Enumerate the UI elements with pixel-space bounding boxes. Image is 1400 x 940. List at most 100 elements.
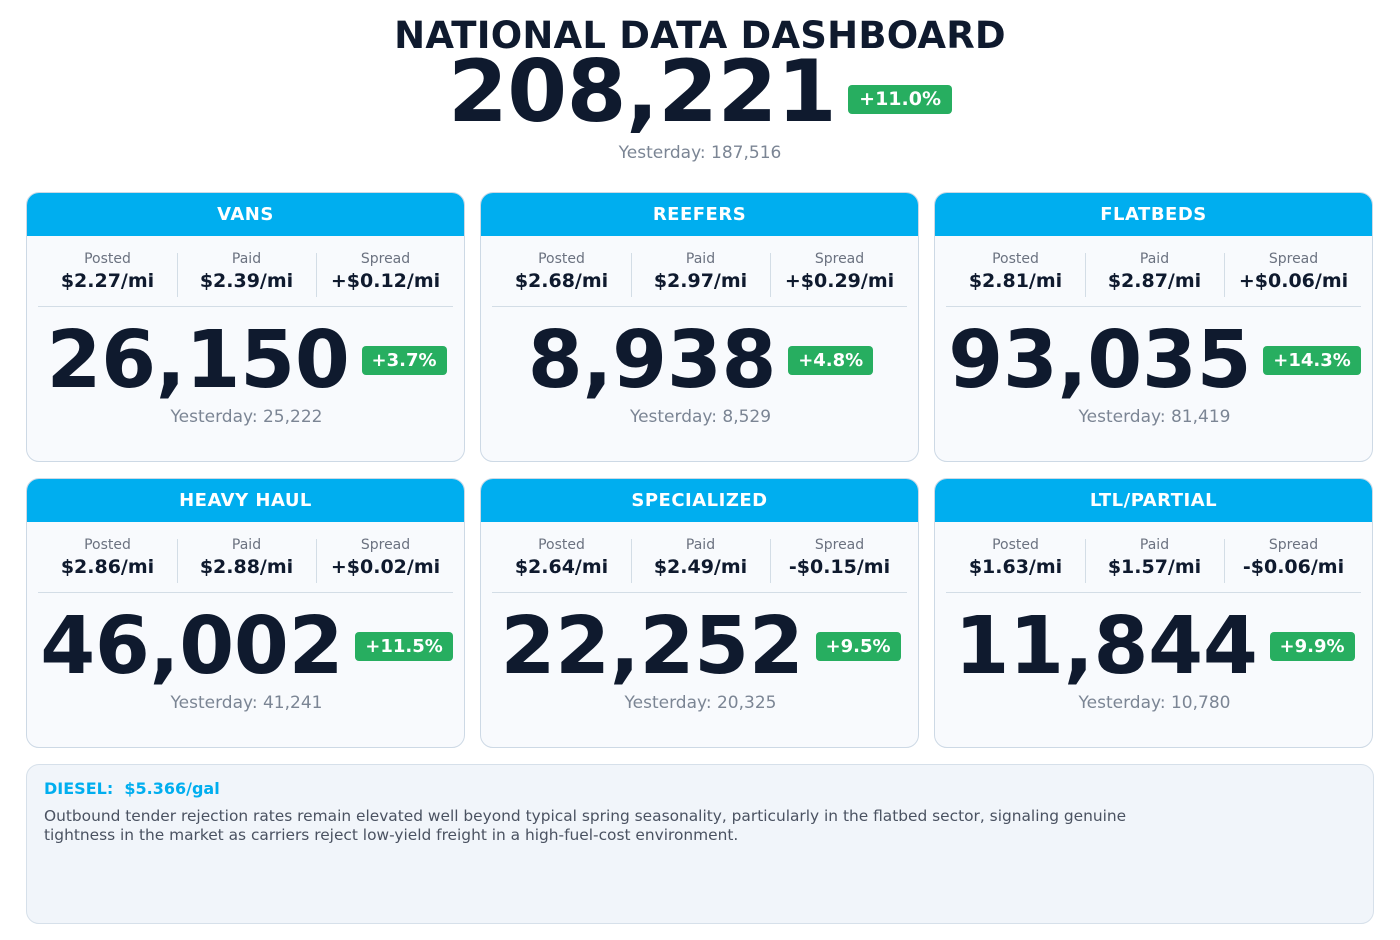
yesterday-count: Yesterday: 8,529	[629, 407, 772, 427]
card-title: HEAVY HAUL	[27, 479, 464, 522]
rate-value: $1.63/mi	[968, 556, 1063, 578]
divider	[946, 592, 1361, 593]
page-title: NATIONAL DATA DASHBOARD	[394, 14, 1006, 57]
rate-value: $2.49/mi	[653, 556, 748, 578]
rate-paid: Paid $2.49/mi	[631, 537, 770, 583]
market-commentary: Outbound tender rejection rates remain e…	[44, 807, 1127, 844]
rate-posted: Posted $2.64/mi	[492, 537, 631, 583]
rate-spread: Spread -$0.15/mi	[770, 537, 909, 583]
rate-posted: Posted $2.27/mi	[38, 251, 177, 297]
total-change-badge: +11.0%	[848, 84, 953, 114]
load-count: 93,035	[948, 314, 1252, 406]
rate-label: Paid	[685, 251, 716, 267]
rate-label: Paid	[231, 251, 262, 267]
rate-paid: Paid $1.57/mi	[1085, 537, 1224, 583]
count-row: 8,938 +4.8%	[481, 314, 918, 406]
rates-row: Posted $1.63/mi Paid $1.57/mi Spread -$0…	[946, 537, 1363, 583]
card-title: FLATBEDS	[935, 193, 1372, 236]
rates-row: Posted $2.64/mi Paid $2.49/mi Spread -$0…	[492, 537, 909, 583]
rate-value: +$0.29/mi	[784, 270, 895, 292]
rate-label: Spread	[360, 537, 411, 553]
card-vans: VANS Posted $2.27/mi Paid $2.39/mi Sprea…	[26, 192, 465, 462]
rate-spread: Spread +$0.29/mi	[770, 251, 909, 297]
yesterday-count: Yesterday: 20,325	[624, 693, 777, 713]
rate-label: Paid	[1139, 251, 1170, 267]
count-row: 93,035 +14.3%	[935, 314, 1372, 406]
rate-value: $2.88/mi	[199, 556, 294, 578]
divider	[492, 306, 907, 307]
rate-paid: Paid $2.88/mi	[177, 537, 316, 583]
card-title: REEFERS	[481, 193, 918, 236]
rate-value: $2.68/mi	[514, 270, 609, 292]
market-notes-panel: DIESEL: $5.366/gal Outbound tender rejec…	[26, 764, 1374, 924]
count-row: 46,002 +11.5%	[27, 604, 464, 688]
card-reefers: REEFERS Posted $2.68/mi Paid $2.97/mi Sp…	[480, 192, 919, 462]
rate-value: $2.86/mi	[60, 556, 155, 578]
rate-spread: Spread +$0.02/mi	[316, 537, 455, 583]
diesel-price: DIESEL: $5.366/gal	[44, 779, 220, 798]
rate-value: $2.81/mi	[968, 270, 1063, 292]
rate-spread: Spread +$0.06/mi	[1224, 251, 1363, 297]
rate-value: $2.97/mi	[653, 270, 748, 292]
rate-value: $2.87/mi	[1107, 270, 1202, 292]
change-badge: +14.3%	[1263, 345, 1361, 375]
rate-label: Spread	[814, 537, 865, 553]
rate-label: Posted	[538, 251, 585, 267]
change-badge: +11.5%	[355, 631, 453, 661]
rate-paid: Paid $2.87/mi	[1085, 251, 1224, 297]
total-count: 208,221	[447, 42, 837, 142]
rate-posted: Posted $2.86/mi	[38, 537, 177, 583]
divider	[38, 592, 453, 593]
rate-label: Posted	[538, 537, 585, 553]
rate-label: Spread	[1268, 537, 1319, 553]
load-count: 8,938	[527, 314, 777, 406]
count-row: 11,844 +9.9%	[935, 600, 1372, 692]
yesterday-count: Yesterday: 10,780	[1078, 693, 1231, 713]
rate-value: -$0.06/mi	[1242, 556, 1345, 578]
rate-label: Paid	[1139, 537, 1170, 553]
rate-label: Posted	[84, 251, 131, 267]
rate-label: Spread	[814, 251, 865, 267]
rate-value: +$0.02/mi	[330, 556, 441, 578]
rate-posted: Posted $2.81/mi	[946, 251, 1085, 297]
rate-spread: Spread +$0.12/mi	[316, 251, 455, 297]
card-ltl-partial: LTL/PARTIAL Posted $1.63/mi Paid $1.57/m…	[934, 478, 1373, 748]
rate-paid: Paid $2.97/mi	[631, 251, 770, 297]
change-badge: +4.8%	[788, 345, 874, 375]
card-title: LTL/PARTIAL	[935, 479, 1372, 522]
rate-label: Posted	[84, 537, 131, 553]
rates-row: Posted $2.86/mi Paid $2.88/mi Spread +$0…	[38, 537, 455, 583]
rate-label: Posted	[992, 537, 1039, 553]
rate-label: Spread	[360, 251, 411, 267]
card-flatbeds: FLATBEDS Posted $2.81/mi Paid $2.87/mi S…	[934, 192, 1373, 462]
rate-paid: Paid $2.39/mi	[177, 251, 316, 297]
change-badge: +9.9%	[1269, 631, 1355, 661]
rate-posted: Posted $1.63/mi	[946, 537, 1085, 583]
card-title: SPECIALIZED	[481, 479, 918, 522]
change-badge: +3.7%	[361, 345, 447, 375]
rate-label: Spread	[1268, 251, 1319, 267]
divider	[38, 306, 453, 307]
count-row: 22,252 +9.5%	[481, 600, 918, 692]
load-count: 11,844	[954, 600, 1258, 692]
rate-value: +$0.12/mi	[330, 270, 441, 292]
total-summary: 208,221 +11.0%	[0, 42, 1400, 142]
rates-row: Posted $2.27/mi Paid $2.39/mi Spread +$0…	[38, 251, 455, 297]
rate-value: +$0.06/mi	[1238, 270, 1349, 292]
yesterday-count: Yesterday: 81,419	[1078, 407, 1231, 427]
divider	[492, 592, 907, 593]
rate-label: Posted	[992, 251, 1039, 267]
rate-label: Paid	[685, 537, 716, 553]
rate-value: $2.39/mi	[199, 270, 294, 292]
yesterday-count: Yesterday: 41,241	[170, 693, 323, 713]
load-count: 22,252	[500, 600, 804, 692]
divider	[946, 306, 1361, 307]
card-heavy-haul: HEAVY HAUL Posted $2.86/mi Paid $2.88/mi…	[26, 478, 465, 748]
rate-label: Paid	[231, 537, 262, 553]
rate-posted: Posted $2.68/mi	[492, 251, 631, 297]
rate-value: $2.64/mi	[514, 556, 609, 578]
rate-spread: Spread -$0.06/mi	[1224, 537, 1363, 583]
total-yesterday: Yesterday: 187,516	[618, 143, 782, 163]
rates-row: Posted $2.81/mi Paid $2.87/mi Spread +$0…	[946, 251, 1363, 297]
rate-value: $2.27/mi	[60, 270, 155, 292]
